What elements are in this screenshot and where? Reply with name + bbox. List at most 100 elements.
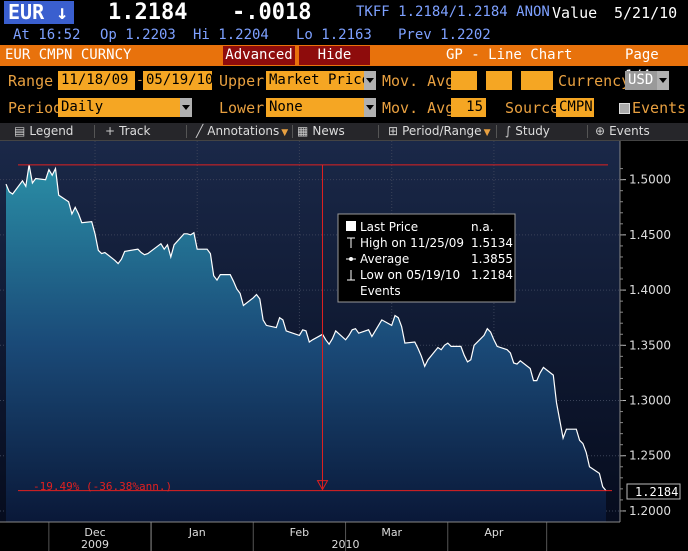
events-button-label: Events <box>609 124 650 138</box>
security-name: EUR CMPN CURNCY <box>5 47 132 63</box>
mov-avg-field-1[interactable] <box>451 71 477 90</box>
bid-ask-quote: TKFF 1.2184/1.2184 ANON <box>356 4 550 20</box>
value-label: Value <box>552 4 598 22</box>
ticker-symbol: EUR <box>8 0 45 24</box>
advanced-button[interactable]: Advanced <box>223 46 295 65</box>
upper-dropdown-icon[interactable] <box>364 71 376 90</box>
upper-select[interactable]: Market Price <box>266 71 364 90</box>
range-start-field[interactable]: 11/18/09 <box>58 71 135 90</box>
annotations-button[interactable]: ╱ Annotations ▼ <box>196 123 288 140</box>
source-field[interactable]: CMPN <box>556 98 594 117</box>
legend-box <box>337 213 516 303</box>
last-value-marker: 1.2184 <box>626 483 681 500</box>
annotations-button-label: Annotations <box>207 124 280 138</box>
lower-dropdown-icon[interactable] <box>364 98 376 117</box>
currency-label: Currency <box>558 72 631 90</box>
x-tick-label: Feb <box>290 526 309 539</box>
mov-avg-field-2[interactable] <box>486 71 512 90</box>
toolbar-divider <box>94 125 95 138</box>
legend-label: Last Price <box>360 220 418 234</box>
change-annotation: -19.49% (-36.38%ann.) <box>33 480 172 493</box>
hide-button[interactable]: Hide <box>299 46 370 65</box>
period-range-button-label: Period/Range <box>402 124 482 138</box>
range-label: Range <box>8 72 54 90</box>
pencil-icon: ╱ <box>196 124 204 138</box>
x-tick-label: Jan <box>188 526 206 539</box>
source-label: Source <box>505 99 560 117</box>
previous-price: Prev 1.2202 <box>398 27 491 43</box>
toolbar-divider <box>496 125 497 138</box>
lower-select[interactable]: None <box>266 98 364 117</box>
legend-value: 1.5134 <box>471 236 513 250</box>
x-tick-label: Mar <box>381 526 402 539</box>
period-label: Period <box>8 99 63 117</box>
plus-box-icon: ⊕ <box>595 124 606 138</box>
legend-value: n.a. <box>471 220 494 234</box>
chart-legend[interactable]: Last Price n.a. High on 11/25/09 1.5134 Aver… <box>337 213 516 303</box>
last-value-label: 1.2184 <box>635 485 678 499</box>
x-tick-label: Dec <box>84 526 105 539</box>
legend-label: High on 11/25/09 <box>360 236 464 250</box>
square-icon <box>346 221 356 231</box>
average-marker-dot <box>349 257 353 261</box>
y-tick-label: 1.2500 <box>629 449 671 463</box>
y-tick-label: 1.2000 <box>629 504 671 518</box>
study-button[interactable]: ∫ Study <box>505 123 550 140</box>
price-area <box>6 164 606 522</box>
high-price: Hi 1.2204 <box>193 27 269 43</box>
legend-button[interactable]: ▤ Legend <box>14 123 73 140</box>
y-axis-panel <box>620 141 688 551</box>
toolbar-divider <box>378 125 379 138</box>
toolbar-divider <box>587 125 588 138</box>
y-tick-label: 1.4000 <box>629 283 671 297</box>
events-label: Events <box>632 99 687 117</box>
mov-avg-value[interactable]: 15 <box>451 98 486 117</box>
caret-down-icon: ▼ <box>281 128 289 138</box>
range-separator: - <box>136 73 144 88</box>
period-range-button[interactable]: ⊞ Period/Range ▼ <box>388 123 490 140</box>
mov-avg-field-3[interactable] <box>521 71 553 90</box>
low-price: Lo 1.2163 <box>296 27 372 43</box>
legend-label: Events <box>360 284 401 298</box>
x-axis-panel <box>0 522 620 551</box>
y-tick-label: 1.5000 <box>629 173 671 187</box>
x-year-label: 2009 <box>81 538 109 551</box>
chart-type-title: GP - Line Chart <box>446 47 573 63</box>
mov-avgs-label: Mov. Avgs <box>382 72 464 90</box>
legend-label: Low on 05/19/10 <box>360 268 460 282</box>
currency-dropdown-icon[interactable] <box>657 71 669 90</box>
track-button-label: Track <box>119 124 151 138</box>
y-tick-label: 1.3500 <box>629 338 671 352</box>
upper-label: Upper <box>219 72 265 90</box>
y-tick-label: 1.3000 <box>629 394 671 408</box>
period-dropdown-icon[interactable] <box>180 98 192 117</box>
toolbar-divider <box>292 125 293 138</box>
ticker-name[interactable]: EUR ↓ <box>4 0 75 24</box>
crosshair-icon: + <box>105 124 116 138</box>
open-price: Op 1.2203 <box>100 27 176 43</box>
value-date: 5/21/10 <box>614 4 678 22</box>
bars-icon: ▤ <box>14 124 26 138</box>
ticker-bar: EUR ↓ 1.2184 -.0018 TKFF 1.2184/1.2184 A… <box>0 0 688 26</box>
news-button[interactable]: ▦ News <box>297 123 345 140</box>
y-tick-label: 1.4500 <box>629 228 671 242</box>
x-year-label: 2010 <box>332 538 360 551</box>
events-button[interactable]: ⊕ Events <box>595 123 650 140</box>
news-button-label: News <box>312 124 345 138</box>
net-change: -.0018 <box>232 0 312 25</box>
legend-value: 1.3855 <box>471 252 513 266</box>
range-end-field[interactable]: 05/19/10 <box>143 71 212 90</box>
title-bar: EUR CMPN CURNCY Advanced Hide GP - Line … <box>0 45 688 84</box>
last-price: 1.2184 <box>108 0 188 25</box>
mov-avg-label: Mov. Avg <box>382 99 455 117</box>
legend-label: Average <box>360 252 409 266</box>
calendar-icon: ⊞ <box>388 124 399 138</box>
chart-toolbar: ▤ Legend + Track ╱ Annotations ▼ ▦ News ⊞ Peri… <box>0 123 688 141</box>
legend-value: 1.2184 <box>471 268 513 282</box>
legend-button-label: Legend <box>29 124 74 138</box>
period-select[interactable]: Daily <box>58 98 180 117</box>
line-chart[interactable]: -19.49% (-36.38%ann.) 1.2000 1.2500 1.3000… <box>0 141 688 551</box>
currency-select[interactable]: USD <box>625 71 657 90</box>
track-button[interactable]: + Track <box>105 123 150 140</box>
events-checkbox[interactable] <box>619 103 630 114</box>
